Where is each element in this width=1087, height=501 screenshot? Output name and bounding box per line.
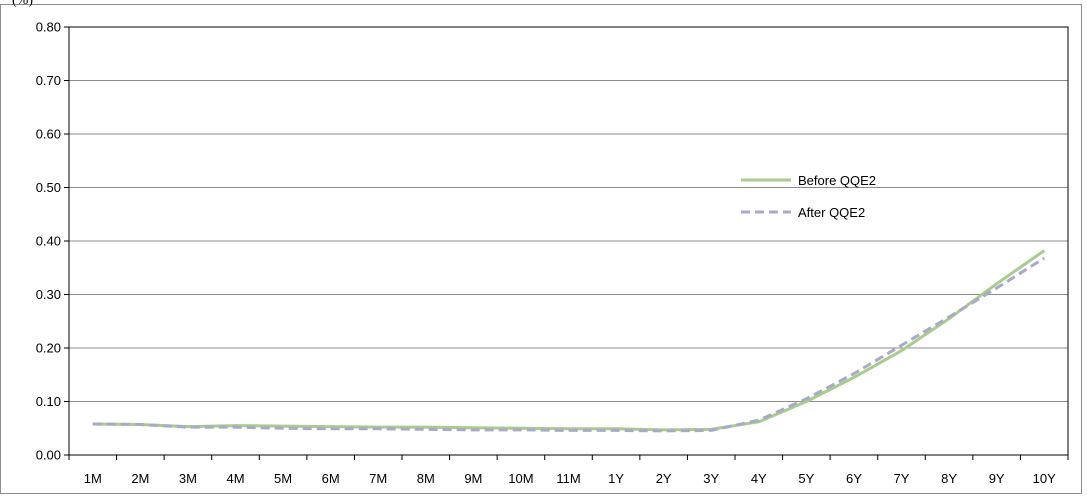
y-tick-label: 0.80 xyxy=(36,20,61,35)
y-tick-label: 0.00 xyxy=(36,448,61,463)
x-tick-label: 6Y xyxy=(846,471,862,486)
x-tick-label: 10M xyxy=(508,471,533,486)
y-tick-label: 0.40 xyxy=(36,234,61,249)
x-tick-label: 11M xyxy=(556,471,580,486)
gridlines xyxy=(69,80,1068,402)
x-tick-label: 5Y xyxy=(798,471,814,486)
y-tick-label: 0.20 xyxy=(36,341,61,356)
series-line-after-qqe2 xyxy=(92,256,1046,433)
x-tick-label: 9M xyxy=(464,471,482,486)
y-tick-label: 0.50 xyxy=(36,180,61,195)
x-tick-label: 4M xyxy=(226,471,244,486)
y-tick-label: 0.30 xyxy=(36,287,61,302)
x-tick-label: 1M xyxy=(84,471,102,486)
x-tick-label: 3M xyxy=(179,471,197,486)
x-tick-label: 7M xyxy=(369,471,387,486)
legend: Before QQE2 After QQE2 xyxy=(741,173,876,220)
x-tick-label: 7Y xyxy=(894,471,910,486)
series-lines xyxy=(92,249,1046,433)
x-tick-label: 6M xyxy=(322,471,340,486)
x-tick-label: 1Y xyxy=(608,471,624,486)
y-tick-label: 0.60 xyxy=(36,127,61,142)
x-tick-label: 2Y xyxy=(656,471,672,486)
x-tick-label: 10Y xyxy=(1033,471,1056,486)
legend-label: Before QQE2 xyxy=(798,173,876,188)
x-tick-label: 5M xyxy=(274,471,292,486)
chart-area-border xyxy=(0,4,1082,494)
series-line-before-qqe2 xyxy=(92,249,1046,432)
x-tick-label: 2M xyxy=(131,471,149,486)
x-tick-label: 8M xyxy=(417,471,435,486)
y-tick-label: 0.70 xyxy=(36,73,61,88)
legend-label: After QQE2 xyxy=(798,205,865,220)
x-tick-label: 4Y xyxy=(751,471,767,486)
axes: 0.00 0.10 0.20 0.30 0.40 0.50 0.60 0.70 0.80 1M 2M… xyxy=(36,20,1069,486)
y-tick-label: 0.10 xyxy=(36,394,61,409)
x-tick-label: 8Y xyxy=(941,471,957,486)
x-tick-label: 3Y xyxy=(703,471,719,486)
y-unit-label: (%) xyxy=(12,0,33,8)
x-tick-label: 9Y xyxy=(989,471,1005,486)
